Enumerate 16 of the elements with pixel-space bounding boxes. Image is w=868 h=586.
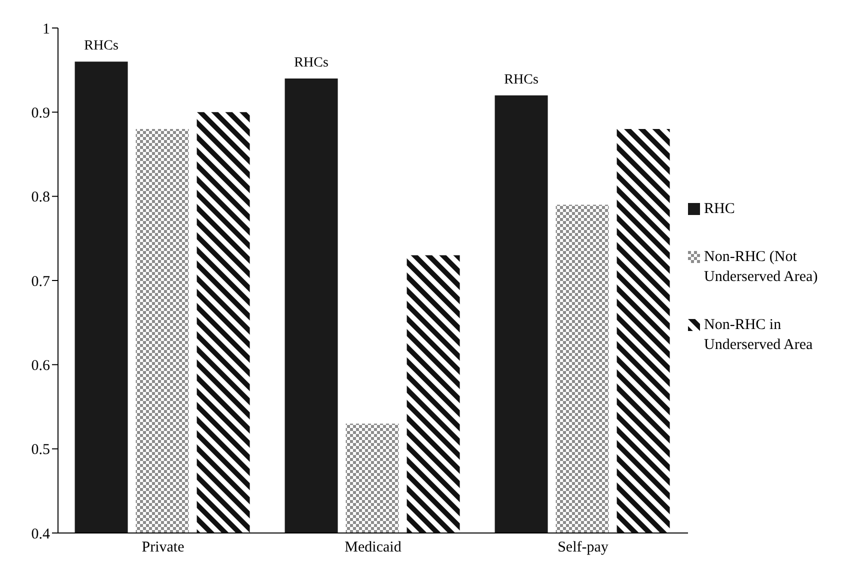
y-tick-label: 0.6 [31, 358, 50, 374]
annotation: RHCs [294, 56, 328, 70]
x-tick-label: Private [142, 540, 185, 556]
y-tick-label: 0.9 [31, 105, 50, 122]
x-tick-label: Self-pay [558, 540, 609, 556]
y-tick-label: 0.4 [31, 526, 50, 542]
annotation: RHCs [84, 38, 118, 54]
y-tick-label: 0.7 [31, 274, 50, 290]
y-tick-label: 0.5 [31, 442, 50, 458]
legend-label: RHC [704, 200, 735, 218]
legend-label: Non-RHC (Not Underserved Area) [704, 248, 819, 286]
x-tick-label: Medicaid [344, 540, 402, 556]
legend-label: Non-RHC in Underserved Area [704, 316, 814, 354]
y-tick-label: 1 [42, 21, 50, 38]
annotation: RHCs [504, 72, 538, 88]
y-tick-label: 0.8 [31, 190, 50, 206]
